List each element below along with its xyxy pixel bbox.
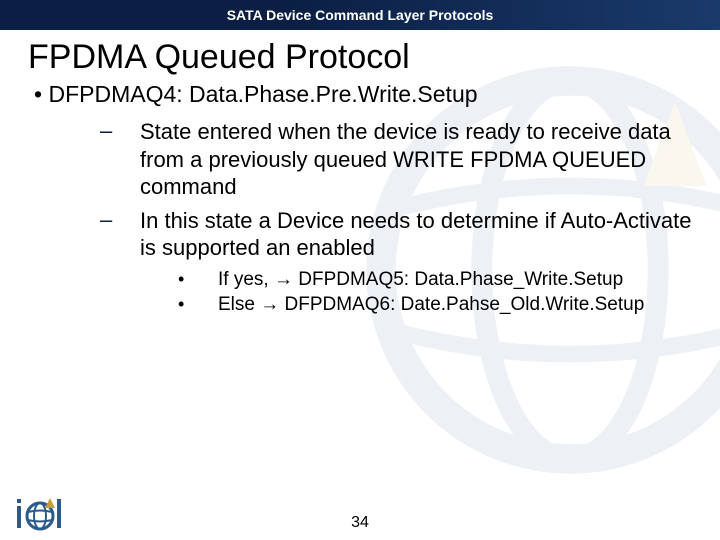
content-area: FPDMA Queued Protocol • DFPDMAQ4: Data.P… [0,0,720,317]
bullet-level2-item: – State entered when the device is ready… [100,118,692,201]
slide-title: FPDMA Queued Protocol [28,38,692,77]
bullet-l1-text: DFPDMAQ4: Data.Phase.Pre.Write.Setup [48,81,477,107]
dash-mark: – [100,118,140,201]
dash-mark: – [100,207,140,262]
bullet-level3-item: • If yes, → DFPDMAQ5: Data.Phase_Write.S… [178,268,692,292]
bullet-level3-item: • Else → DFPDMAQ6: Date.Pahse_Old.Write.… [178,293,692,317]
page-number: 34 [0,514,720,532]
dot-mark: • [178,268,218,292]
header-subtitle: SATA Device Command Layer Protocols [227,7,494,23]
bullet-l3-text: If yes, → DFPDMAQ5: Data.Phase_Write.Set… [218,268,623,292]
bullet-l3-text: Else → DFPDMAQ6: Date.Pahse_Old.Write.Se… [218,293,644,317]
bullet-level2-item: – In this state a Device needs to determ… [100,207,692,262]
iol-logo-icon [10,492,66,534]
bullet-level1: • DFPDMAQ4: Data.Phase.Pre.Write.Setup [34,81,692,108]
bullet-l2-text: State entered when the device is ready t… [140,118,692,201]
dot-mark: • [178,293,218,317]
header-band: SATA Device Command Layer Protocols [0,0,720,30]
bullet-mark: • [34,81,42,107]
bullet-l2-text: In this state a Device needs to determin… [140,207,692,262]
